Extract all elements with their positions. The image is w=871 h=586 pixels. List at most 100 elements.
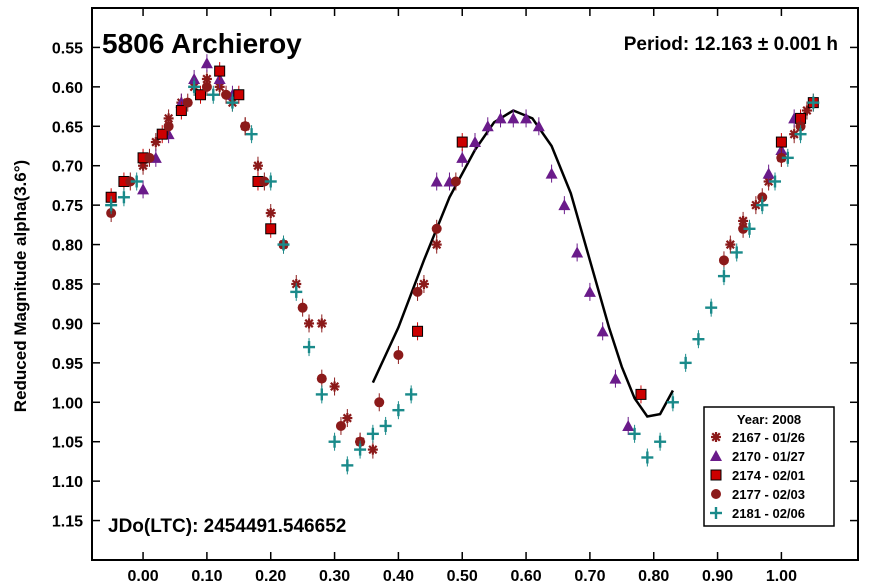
data-point	[469, 136, 481, 148]
data-point	[379, 419, 392, 432]
data-point	[558, 199, 571, 211]
data-point	[412, 325, 424, 337]
data-point	[201, 81, 212, 92]
data-point	[221, 89, 232, 100]
legend-marker-circle	[711, 489, 721, 499]
data-point	[105, 199, 118, 212]
data-point	[316, 373, 327, 384]
data-point	[335, 420, 346, 431]
y-tick-label: 1.05	[52, 435, 83, 452]
legend-entry-label: 2177 - 02/03	[732, 487, 805, 502]
data-point	[200, 57, 213, 69]
data-point	[635, 388, 647, 400]
data-point	[622, 419, 635, 431]
legend-marker-square	[710, 469, 722, 481]
data-point	[117, 191, 130, 204]
data-point	[264, 175, 277, 188]
legend-marker-triangle	[710, 450, 722, 461]
legend-title: Year: 2008	[737, 412, 801, 427]
data-point	[277, 238, 290, 251]
legend-entry-label: 2174 - 02/01	[732, 468, 805, 483]
data-point	[175, 105, 187, 117]
chart-title: 5806 Archieroy	[102, 28, 302, 59]
data-point	[431, 239, 442, 250]
y-tick-label: 1.00	[52, 395, 83, 412]
data-point	[743, 222, 756, 235]
fit-curve-line	[371, 109, 674, 418]
data-point	[252, 160, 263, 171]
data-point	[730, 246, 743, 259]
y-tick-label: 0.95	[52, 356, 83, 373]
x-tick-label: 0.30	[319, 568, 350, 585]
data-point	[692, 333, 705, 346]
data-point	[456, 136, 468, 148]
x-tick-label: 0.50	[447, 568, 478, 585]
data-point	[583, 285, 596, 297]
y-tick-label: 0.85	[52, 277, 83, 294]
data-point	[717, 270, 730, 283]
data-point	[571, 246, 584, 258]
data-point	[431, 223, 442, 234]
data-point	[137, 183, 150, 195]
y-tick-label: 0.55	[52, 40, 83, 57]
data-point	[374, 397, 385, 408]
data-point	[545, 167, 558, 179]
data-point	[329, 381, 340, 392]
data-point	[328, 435, 341, 448]
y-tick-label: 0.65	[52, 119, 83, 136]
x-tick-label: 0.90	[702, 568, 733, 585]
data-point	[756, 199, 769, 212]
data-point	[718, 255, 729, 266]
data-point	[259, 176, 270, 187]
data-point	[297, 302, 308, 313]
x-tick-label: 0.70	[574, 568, 605, 585]
data-point	[226, 96, 239, 109]
period-label: Period: 12.163 ± 0.001 h	[624, 34, 838, 55]
data-point	[214, 65, 226, 77]
data-point	[450, 176, 461, 187]
data-point	[163, 121, 174, 132]
legend-marker-asterisk	[711, 432, 721, 442]
y-tick-label: 0.60	[52, 80, 83, 97]
data-point	[769, 175, 782, 188]
data-point	[125, 176, 136, 187]
jd-label: JDo(LTC): 2454491.546652	[108, 516, 346, 537]
data-point	[405, 388, 418, 401]
data-point	[341, 459, 354, 472]
data-point	[654, 435, 667, 448]
x-tick-label: 0.10	[191, 568, 222, 585]
legend-marker-plus	[710, 507, 722, 519]
data-point	[679, 356, 692, 369]
data-point	[233, 89, 245, 101]
data-point	[195, 89, 207, 101]
data-point	[290, 285, 303, 298]
legend: Year: 2008 2167 - 01/26 2170 - 01/27 2174 …	[703, 406, 835, 527]
legend-entry-label: 2181 - 02/06	[732, 506, 805, 521]
legend-entry-label: 2170 - 01/27	[732, 449, 805, 464]
data-point	[240, 121, 251, 132]
data-point	[628, 427, 641, 440]
data-point	[725, 239, 736, 250]
data-point	[367, 444, 378, 455]
legend-entry-label: 2167 - 01/26	[732, 430, 805, 445]
data-point	[366, 427, 379, 440]
data-point	[393, 349, 404, 360]
data-point	[807, 96, 820, 109]
data-point	[762, 167, 775, 179]
data-point	[781, 151, 794, 164]
data-point	[156, 128, 168, 140]
y-tick-label: 0.90	[52, 316, 83, 333]
data-point	[130, 175, 143, 188]
y-tick-label: 1.15	[52, 514, 83, 531]
fit-curve	[371, 109, 674, 418]
data-point	[776, 152, 787, 163]
data-point	[342, 413, 353, 424]
x-tick-label: 0.60	[510, 568, 541, 585]
data-point	[265, 208, 276, 219]
data-point	[245, 128, 258, 141]
data-point	[775, 136, 787, 148]
data-point	[596, 325, 609, 337]
data-point	[392, 404, 405, 417]
data-point	[315, 388, 328, 401]
